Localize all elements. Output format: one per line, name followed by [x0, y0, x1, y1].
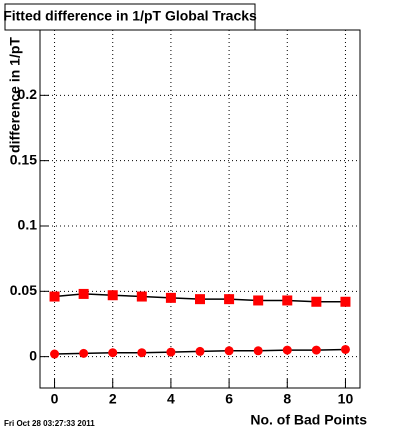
- marker: [282, 345, 292, 355]
- y-tick-label: 0.05: [10, 282, 37, 298]
- footer: Fri Oct 28 03:27:33 2011: [4, 419, 95, 428]
- marker: [253, 295, 264, 306]
- marker: [107, 290, 118, 301]
- chart-title: Fitted difference in 1/pT Global Tracks: [3, 8, 257, 24]
- x-tick-label: 6: [225, 391, 233, 407]
- marker: [311, 296, 322, 307]
- x-axis-label: No. of Bad Points: [250, 412, 367, 428]
- marker: [166, 347, 176, 357]
- x-tick-label: 10: [338, 391, 354, 407]
- y-tick-label: 0.1: [18, 217, 38, 233]
- title-box: [4, 3, 256, 31]
- y-tick-label: 0.15: [10, 151, 37, 167]
- marker: [49, 291, 60, 302]
- y-tick-label: 0: [29, 347, 37, 363]
- marker: [195, 294, 205, 305]
- x-tick-label: 2: [109, 391, 117, 407]
- marker: [137, 348, 147, 358]
- marker: [195, 346, 205, 356]
- x-tick-label: 0: [51, 391, 59, 407]
- marker: [311, 345, 321, 355]
- plot-frame: [39, 29, 361, 389]
- marker: [136, 291, 147, 302]
- marker: [224, 294, 235, 305]
- y-tick-label: 0.2: [18, 86, 38, 102]
- marker: [340, 344, 350, 354]
- marker: [165, 292, 176, 303]
- marker: [50, 349, 60, 359]
- marker: [78, 288, 89, 299]
- marker: [253, 346, 263, 356]
- marker: [282, 295, 293, 306]
- marker: [108, 348, 118, 358]
- marker: [224, 346, 234, 356]
- marker: [79, 348, 89, 358]
- x-tick-label: 4: [167, 391, 175, 407]
- y-axis-label: difference in 1/pT: [7, 37, 23, 153]
- x-tick-label: 8: [283, 391, 291, 407]
- marker: [340, 296, 351, 307]
